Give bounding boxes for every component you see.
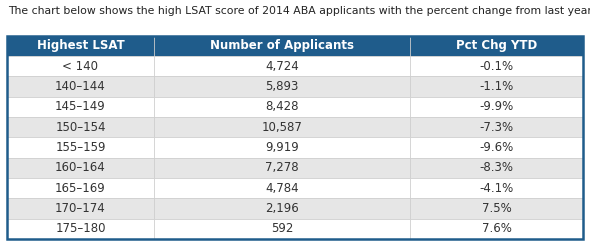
Text: 150–154: 150–154 bbox=[55, 121, 106, 134]
Text: -4.1%: -4.1% bbox=[480, 182, 514, 195]
Bar bbox=[7, 117, 154, 137]
Bar bbox=[410, 56, 583, 76]
Bar bbox=[410, 178, 583, 198]
Text: Number of Applicants: Number of Applicants bbox=[210, 39, 354, 52]
Bar bbox=[7, 158, 154, 178]
Text: -8.3%: -8.3% bbox=[480, 161, 513, 174]
Text: 592: 592 bbox=[271, 222, 293, 235]
Text: 175–180: 175–180 bbox=[55, 222, 106, 235]
Text: The chart below shows the high LSAT score of 2014 ABA applicants with the percen: The chart below shows the high LSAT scor… bbox=[8, 6, 590, 16]
Bar bbox=[410, 158, 583, 178]
Text: 145–149: 145–149 bbox=[55, 100, 106, 113]
Text: Highest LSAT: Highest LSAT bbox=[37, 39, 124, 52]
Text: < 140: < 140 bbox=[63, 60, 99, 73]
Bar bbox=[7, 178, 154, 198]
Bar bbox=[154, 56, 410, 76]
Text: 8,428: 8,428 bbox=[266, 100, 299, 113]
Text: 140–144: 140–144 bbox=[55, 80, 106, 93]
Bar bbox=[7, 97, 154, 117]
Bar bbox=[410, 219, 583, 239]
Text: 7.5%: 7.5% bbox=[481, 202, 512, 215]
Bar bbox=[410, 97, 583, 117]
Text: 4,724: 4,724 bbox=[265, 60, 299, 73]
Bar bbox=[154, 117, 410, 137]
Text: 5,893: 5,893 bbox=[266, 80, 299, 93]
Text: 4,784: 4,784 bbox=[266, 182, 299, 195]
Text: -9.6%: -9.6% bbox=[480, 141, 514, 154]
Bar bbox=[154, 198, 410, 219]
Bar bbox=[7, 137, 154, 158]
Bar bbox=[410, 117, 583, 137]
Bar bbox=[154, 76, 410, 97]
Text: -7.3%: -7.3% bbox=[480, 121, 514, 134]
Text: -0.1%: -0.1% bbox=[480, 60, 514, 73]
Bar bbox=[7, 198, 154, 219]
Text: 165–169: 165–169 bbox=[55, 182, 106, 195]
Bar bbox=[154, 137, 410, 158]
Text: 160–164: 160–164 bbox=[55, 161, 106, 174]
Text: 7.6%: 7.6% bbox=[481, 222, 512, 235]
Text: 170–174: 170–174 bbox=[55, 202, 106, 215]
Bar bbox=[7, 76, 154, 97]
Bar bbox=[154, 36, 410, 56]
Bar bbox=[7, 56, 154, 76]
Text: 10,587: 10,587 bbox=[261, 121, 303, 134]
Text: 9,919: 9,919 bbox=[265, 141, 299, 154]
Text: -1.1%: -1.1% bbox=[480, 80, 514, 93]
Text: Pct Chg YTD: Pct Chg YTD bbox=[456, 39, 537, 52]
Bar bbox=[154, 97, 410, 117]
Bar bbox=[410, 198, 583, 219]
Bar bbox=[410, 137, 583, 158]
Text: 2,196: 2,196 bbox=[265, 202, 299, 215]
Bar bbox=[410, 76, 583, 97]
Text: -9.9%: -9.9% bbox=[480, 100, 514, 113]
Bar bbox=[7, 219, 154, 239]
Bar bbox=[410, 36, 583, 56]
Bar bbox=[7, 36, 154, 56]
Text: 7,278: 7,278 bbox=[266, 161, 299, 174]
Bar bbox=[154, 158, 410, 178]
Bar bbox=[7, 36, 583, 239]
Text: 155–159: 155–159 bbox=[55, 141, 106, 154]
Bar bbox=[154, 178, 410, 198]
Bar bbox=[154, 219, 410, 239]
